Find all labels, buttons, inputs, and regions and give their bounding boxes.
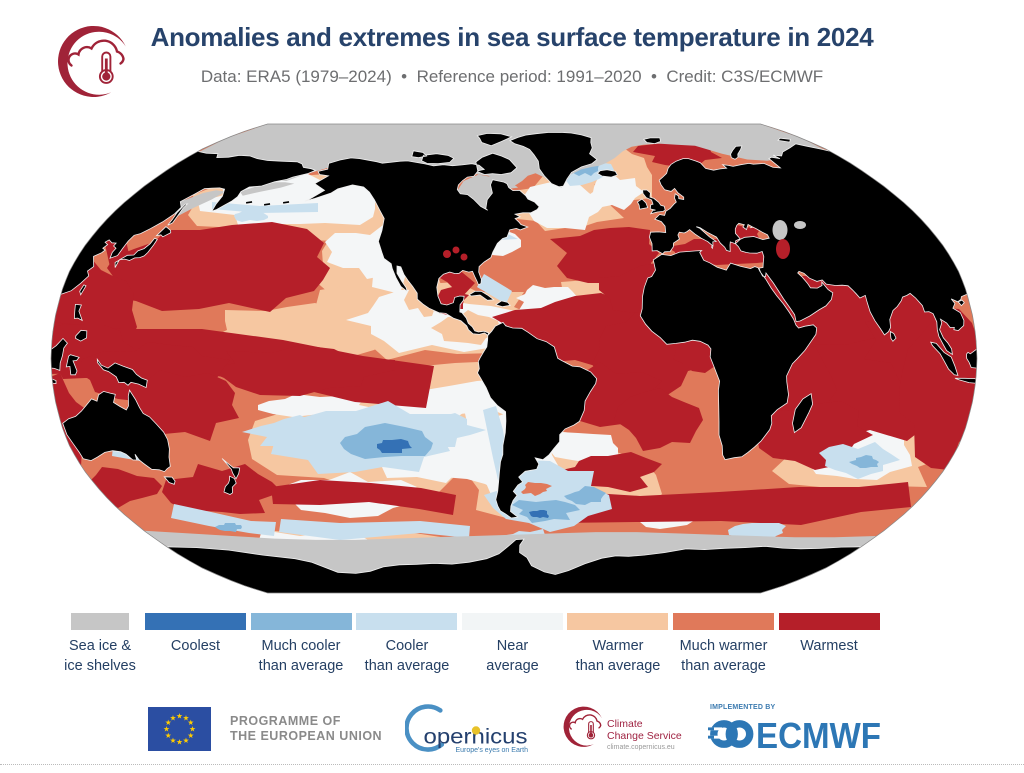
svg-text:ECMWF: ECMWF (756, 718, 881, 752)
svg-text:Europe's eyes on Earth: Europe's eyes on Earth (455, 747, 528, 754)
svg-text:★: ★ (187, 718, 194, 727)
svg-text:★: ★ (176, 712, 183, 721)
svg-text:★: ★ (165, 731, 172, 740)
svg-text:★: ★ (187, 731, 194, 740)
svg-text:★: ★ (183, 736, 190, 745)
svg-text:★: ★ (163, 725, 170, 734)
svg-text:★: ★ (170, 713, 177, 722)
svg-text:opernicus: opernicus (424, 726, 528, 749)
svg-text:★: ★ (189, 725, 196, 734)
svg-text:★: ★ (183, 713, 190, 722)
svg-text:★: ★ (170, 736, 177, 745)
svg-text:★: ★ (165, 718, 172, 727)
svg-text:★: ★ (176, 738, 183, 747)
